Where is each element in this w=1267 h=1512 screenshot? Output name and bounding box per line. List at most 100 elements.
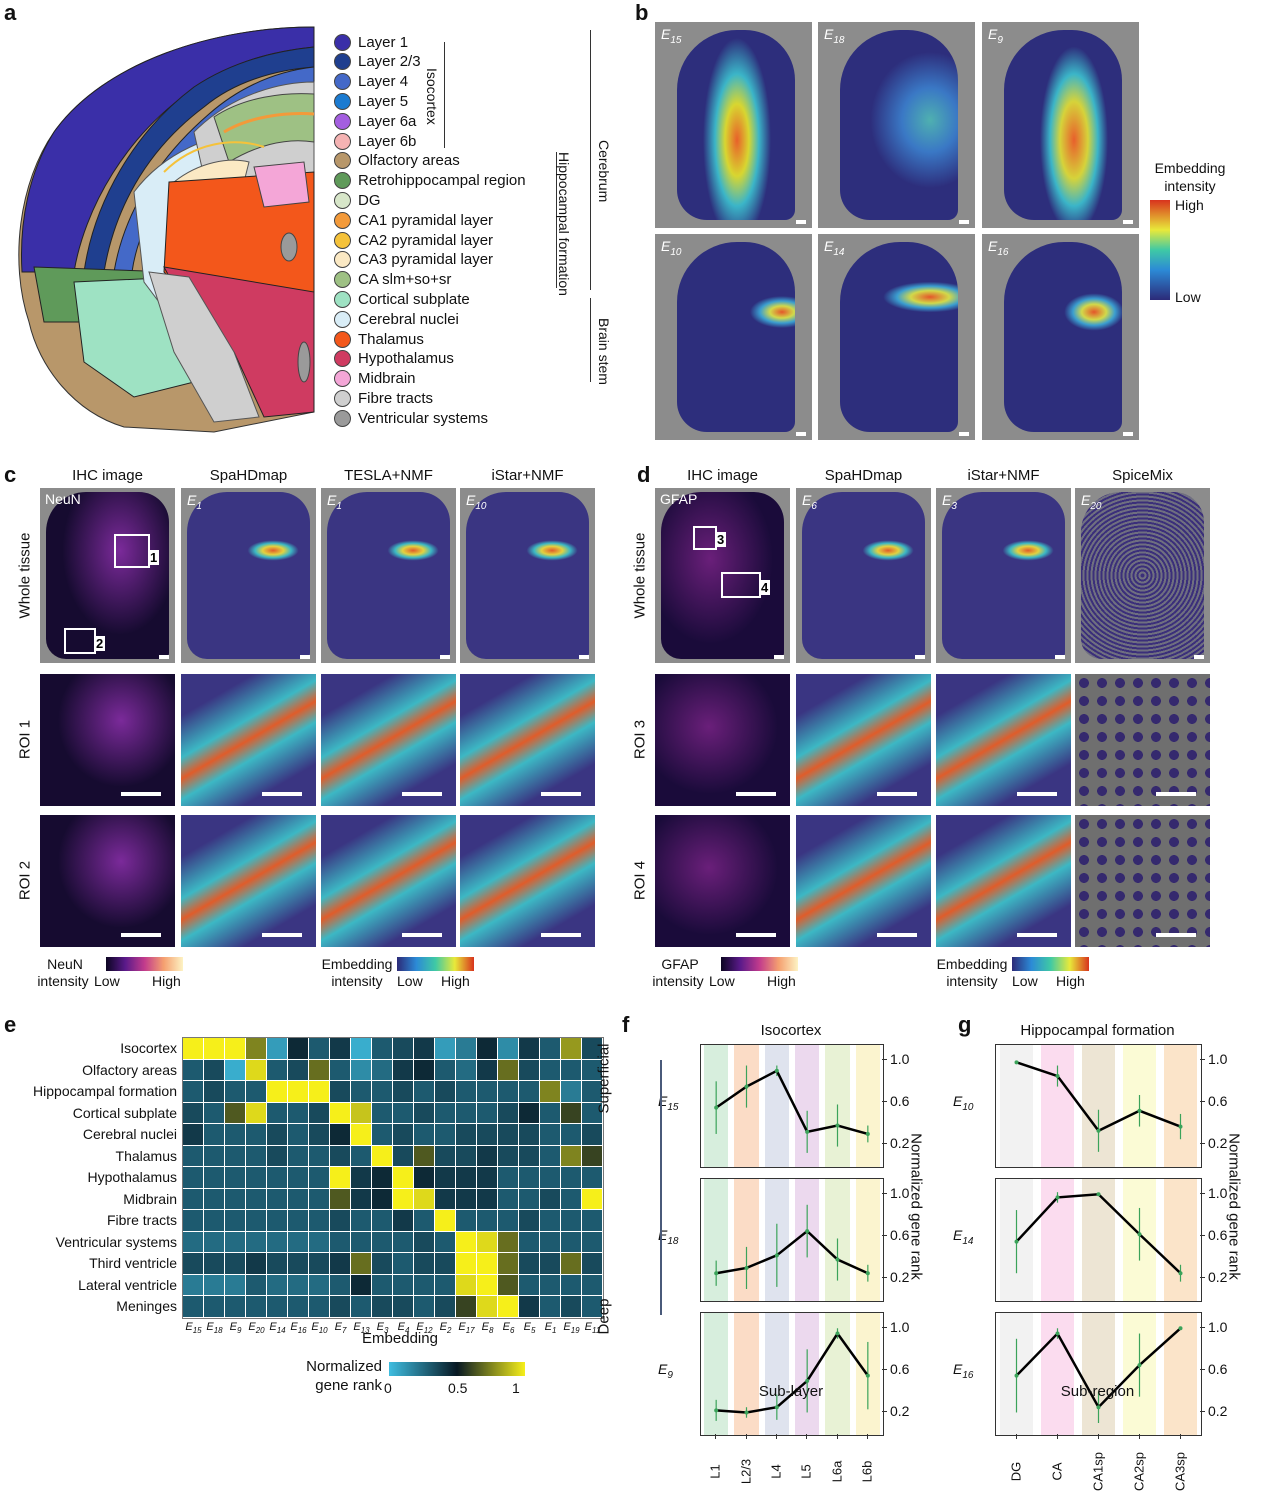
scale-bar: [796, 220, 806, 224]
image-tile: [460, 674, 595, 806]
y-tick: [882, 1411, 887, 1413]
image-tile: [181, 815, 316, 947]
heatmap-cell: [477, 1167, 497, 1188]
heatmap-cell: [183, 1210, 203, 1231]
heatmap-cell: [267, 1124, 287, 1145]
line-plot: [714, 1065, 870, 1153]
heatmap-row-label: Meninges: [116, 1298, 177, 1314]
cbar1-title1: NeuN: [47, 956, 83, 972]
heatmap-cell: [582, 1081, 602, 1102]
heatmap-cell: [204, 1210, 224, 1231]
legend-item: DG: [334, 191, 381, 209]
heatmap-cell: [414, 1274, 434, 1295]
y-tick-label: 1.0: [1208, 1051, 1228, 1068]
scale-bar: [402, 792, 442, 796]
heatmap-cell: [225, 1102, 245, 1123]
heatmap-col-label: E18: [206, 1320, 223, 1335]
y-tick: [882, 1059, 887, 1061]
heatmap-cell: [183, 1188, 203, 1209]
heatmap-cell: [498, 1145, 518, 1166]
heatmap-cell: [204, 1081, 224, 1102]
heatmap-cell: [477, 1188, 497, 1209]
y-tick-label: 0.6: [890, 1093, 910, 1110]
image-tile: NeuN: [40, 488, 175, 663]
data-point: [835, 1123, 840, 1128]
data-point: [744, 1265, 749, 1270]
embedding-label: E9: [988, 26, 1003, 46]
tissue-image: [181, 815, 316, 947]
heatmap-cell: [246, 1081, 266, 1102]
series-label: E18: [658, 1227, 679, 1247]
heatmap-cell: [393, 1274, 413, 1295]
heatmap-cell: [540, 1081, 560, 1102]
heatmap-cell: [372, 1124, 392, 1145]
cbar1-title1: GFAP: [661, 956, 699, 972]
column-header: IHC image: [72, 467, 143, 484]
subplot: [995, 1044, 1202, 1168]
heatmap-cell: [582, 1145, 602, 1166]
y-tick: [1200, 1143, 1205, 1145]
heatmap-cell: [561, 1102, 581, 1123]
arrow-bottom-label: Deep: [595, 1298, 613, 1335]
data-point: [714, 1105, 719, 1110]
heatmap-cell: [540, 1167, 560, 1188]
legend-swatch: [334, 132, 351, 150]
heatmap-cell: [498, 1210, 518, 1231]
y-tick: [882, 1193, 887, 1195]
legend-label: Cerebral nuclei: [358, 310, 459, 328]
heatmap-cell: [330, 1188, 350, 1209]
y-tick-label: 1.0: [1208, 1185, 1228, 1202]
heatmap-cell: [288, 1274, 308, 1295]
heatmap-row-label: Thalamus: [115, 1147, 177, 1164]
heatmap-cell: [204, 1145, 224, 1166]
roi-number: 3: [715, 532, 727, 547]
heatmap-cell: [456, 1145, 476, 1166]
marker-label: GFAP: [660, 491, 698, 507]
image-tile: [460, 815, 595, 947]
panel-label-g: g: [958, 1012, 972, 1037]
scale-bar: [300, 655, 310, 659]
embedding-colorbar-b: [1150, 200, 1170, 300]
heatmap-cell: [519, 1038, 539, 1059]
series-label: E14: [953, 1227, 974, 1247]
heatmap-cbar-title2: gene rank: [315, 1377, 382, 1394]
heatmap-cell: [561, 1210, 581, 1231]
x-tick-label: CA: [1049, 1462, 1064, 1481]
image-tile: [181, 674, 316, 806]
scale-bar: [541, 933, 581, 937]
heatmap-cell: [267, 1167, 287, 1188]
heatmap-cell: [330, 1296, 350, 1317]
cbar1-title2: intensity: [652, 973, 704, 989]
image-tile: [321, 815, 456, 947]
heatmap-cell: [225, 1124, 245, 1145]
heatmap-cell: [183, 1145, 203, 1166]
legend-swatch: [334, 370, 351, 388]
legend-label: CA slm+so+sr: [358, 271, 452, 289]
heatmap-cell: [561, 1188, 581, 1209]
heatmap-cell: [561, 1038, 581, 1059]
heatmap-cell: [414, 1081, 434, 1102]
legend-swatch: [334, 112, 351, 130]
heatmap-cell: [225, 1253, 245, 1274]
heatmap-cell: [372, 1167, 392, 1188]
heatmap-cell: [246, 1038, 266, 1059]
heatmap-cell: [582, 1253, 602, 1274]
legend-swatch: [334, 152, 351, 170]
row-header: ROI 3: [631, 719, 649, 760]
heatmap-cell: [519, 1296, 539, 1317]
heatmap-cell: [393, 1296, 413, 1317]
heatmap-cell: [246, 1274, 266, 1295]
heatmap-cell: [183, 1124, 203, 1145]
legend-swatch: [334, 389, 351, 407]
heatmap-cell: [351, 1253, 371, 1274]
scale-bar: [262, 933, 302, 937]
heatmap-cell: [456, 1102, 476, 1123]
heatmap-cell: [519, 1188, 539, 1209]
series-line: [715, 1069, 869, 1136]
image-tile: E10: [460, 488, 595, 663]
heatmap-cell: [351, 1167, 371, 1188]
legend-swatch: [334, 330, 351, 348]
x-axis-label: Sub-layer: [758, 1383, 824, 1400]
heatmap-cell: [519, 1167, 539, 1188]
y-tick-label: 0.6: [890, 1361, 910, 1378]
